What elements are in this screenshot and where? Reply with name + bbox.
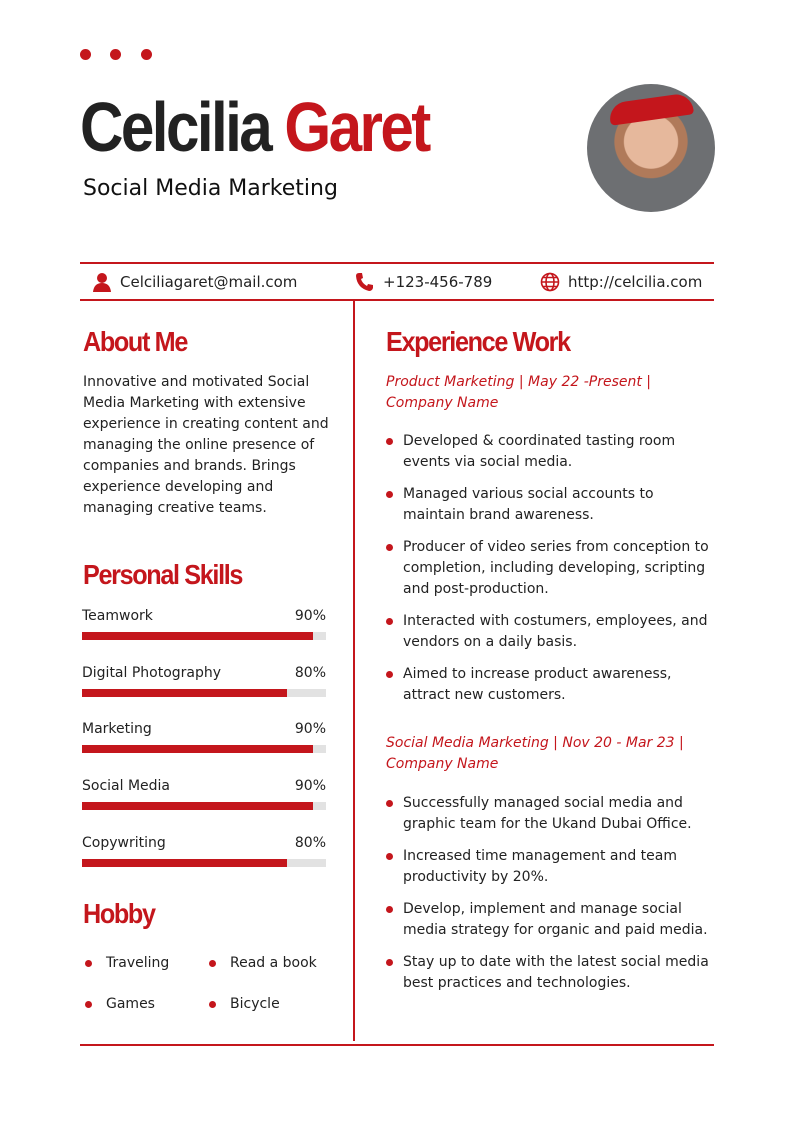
skills-heading: Personal Skills [83, 559, 243, 590]
skill-percent: 80% [294, 834, 326, 851]
bullet-text: Producer of video series from conception… [403, 539, 709, 597]
phone-text: +123-456-789 [383, 273, 493, 291]
bullet-item: Successfully managed social media and gr… [386, 793, 716, 835]
contact-email: Celciliagaret@mail.com [92, 272, 297, 292]
bullet-item: Interacted with costumers, employees, an… [386, 611, 716, 653]
skill-percent: 90% [294, 778, 326, 795]
hobby-item: Read a book [209, 955, 317, 971]
bullet-item: Producer of video series from conception… [386, 537, 716, 600]
skill-percent: 80% [294, 664, 326, 681]
skill-bar [82, 858, 326, 867]
bullet-icon [386, 959, 393, 966]
bullet-icon [386, 800, 393, 807]
skill-item: Copywriting 80% [82, 835, 326, 867]
column-divider [353, 300, 355, 1041]
contact-phone: +123-456-789 [355, 272, 492, 292]
skill-name: Marketing [82, 721, 152, 738]
bullet-text: Stay up to date with the latest social m… [403, 954, 709, 991]
bullet-text: Developed & coordinated tasting room eve… [403, 433, 676, 470]
hobby-label: Bicycle [230, 996, 280, 1012]
divider [80, 299, 714, 301]
bullet-icon [386, 853, 393, 860]
bullet-item: Aimed to increase product awareness, att… [386, 664, 716, 706]
bullet-icon [85, 959, 92, 967]
profile-photo [587, 84, 715, 212]
skill-bar [82, 632, 326, 640]
skill-bar-fill [82, 802, 313, 811]
bullet-item: Increased time management and team produ… [386, 846, 716, 888]
bullet-item: Developed & coordinated tasting room eve… [386, 431, 716, 473]
person-icon [93, 273, 111, 292]
bullet-text: Interacted with costumers, employees, an… [403, 613, 708, 650]
bullet-icon [386, 906, 393, 913]
bullet-icon [386, 544, 393, 551]
decorative-dot [80, 49, 91, 60]
bullet-text: Increased time management and team produ… [403, 848, 678, 885]
skill-bar-fill [82, 745, 313, 754]
experience-heading: Experience Work [386, 326, 571, 357]
bullet-icon [386, 491, 393, 498]
full-name: Celcilia Garet [80, 92, 431, 162]
bullet-text: Successfully managed social media and gr… [403, 795, 692, 832]
skill-item: Marketing 90% [82, 721, 326, 754]
bullet-item: Develop, implement and manage social med… [386, 899, 716, 941]
bullet-text: Aimed to increase product awareness, att… [403, 666, 672, 703]
skill-item: Digital Photography 80% [82, 665, 326, 697]
skill-name: Copywriting [82, 834, 166, 851]
website-text: http://celcilia.com [568, 273, 703, 291]
skill-item: Teamwork 90% [82, 608, 326, 640]
hobby-heading: Hobby [83, 898, 156, 929]
bullet-text: Managed various social accounts to maint… [403, 486, 654, 523]
about-text: Innovative and motivated Social Media Ma… [83, 374, 329, 516]
decorative-dot [110, 49, 121, 60]
hobby-item: Games [85, 996, 155, 1012]
hobby-label: Traveling [106, 955, 170, 971]
skill-name: Teamwork [82, 608, 153, 624]
job-title: Social Media Marketing | Nov 20 - Mar 23… [386, 735, 684, 772]
skill-bar-fill [82, 632, 313, 640]
bullet-icon [209, 1000, 216, 1008]
job-bullets: Successfully managed social media and gr… [386, 793, 716, 1005]
last-name: Garet [284, 88, 431, 166]
globe-icon [540, 272, 560, 292]
divider [80, 262, 714, 264]
skill-name: Social Media [82, 778, 171, 795]
skill-bar-fill [82, 688, 287, 697]
job-bullets: Developed & coordinated tasting room eve… [386, 431, 716, 717]
job-title: Social Media Marketing [83, 176, 338, 201]
bullet-icon [386, 618, 393, 625]
skill-bar [82, 688, 326, 697]
phone-icon [356, 273, 373, 291]
hobby-item: Bicycle [209, 996, 280, 1012]
bullet-icon [386, 671, 393, 678]
job-title: Product Marketing | May 22 -Present | Co… [386, 374, 652, 411]
skill-item: Social Media 90% [82, 778, 326, 811]
hobby-label: Read a book [230, 955, 317, 971]
bullet-icon [85, 1000, 92, 1008]
bullet-icon [386, 438, 393, 445]
skill-bar-fill [82, 858, 287, 867]
hobby-item: Traveling [85, 955, 169, 971]
about-heading: About Me [83, 326, 188, 357]
skill-percent: 90% [294, 721, 326, 738]
skill-percent: 90% [294, 608, 326, 624]
bullet-item: Managed various social accounts to maint… [386, 484, 716, 526]
bullet-item: Stay up to date with the latest social m… [386, 952, 716, 994]
hobby-label: Games [106, 996, 155, 1012]
decorative-dot [141, 49, 152, 60]
skill-name: Digital Photography [82, 664, 222, 681]
skill-bar [82, 745, 326, 754]
bullet-text: Develop, implement and manage social med… [403, 901, 708, 938]
divider [80, 1044, 714, 1046]
email-text: Celciliagaret@mail.com [120, 273, 298, 291]
first-name: Celcilia [80, 88, 273, 166]
skill-bar [82, 802, 326, 811]
contact-website: http://celcilia.com [540, 272, 702, 292]
bullet-icon [209, 959, 216, 967]
